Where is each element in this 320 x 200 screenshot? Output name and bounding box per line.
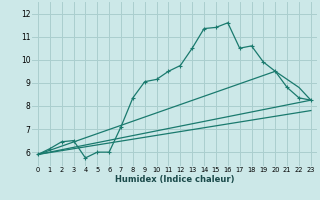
X-axis label: Humidex (Indice chaleur): Humidex (Indice chaleur) xyxy=(115,175,234,184)
